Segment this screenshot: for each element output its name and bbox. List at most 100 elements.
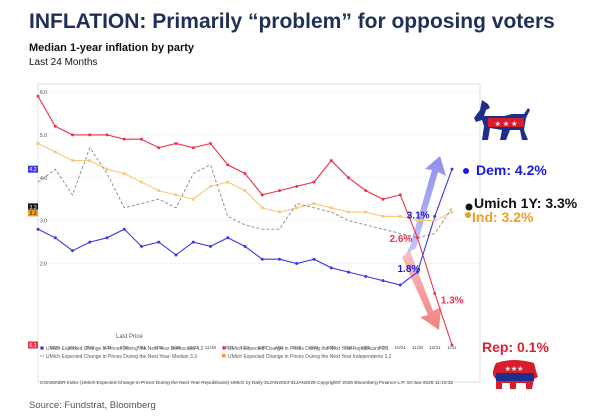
x-tick-label: 8/31 xyxy=(154,345,163,350)
svg-text:0.1: 0.1 xyxy=(29,343,36,349)
y-tick-label: 2.0 xyxy=(40,262,47,268)
x-tick-label: 2/28 xyxy=(51,345,60,350)
legend-item-rep: UMich Expected Change in Prices During t… xyxy=(222,346,389,352)
plot-area xyxy=(37,83,481,383)
data-point-ind xyxy=(157,189,161,193)
data-point-rep xyxy=(329,159,333,163)
y-tick-label: 6.0 xyxy=(40,90,47,96)
x-tick-label: 6/30 xyxy=(327,345,336,350)
chart-subtitle: Median 1-year inflation by party xyxy=(29,42,195,54)
data-point-rep xyxy=(278,189,281,193)
data-point-ind xyxy=(295,206,299,210)
x-tick-label: 8/31 xyxy=(361,345,370,350)
data-point-rep xyxy=(88,133,92,137)
data-point-rep xyxy=(140,137,143,141)
data-point-dem xyxy=(381,279,385,283)
data-point-ind xyxy=(36,142,40,145)
svg-text:3.2: 3.2 xyxy=(29,211,36,217)
data-point-dem xyxy=(88,240,92,244)
data-point-ind xyxy=(53,150,57,154)
data-point-dem xyxy=(174,253,178,257)
data-point-dem xyxy=(140,244,143,248)
x-tick-label: 9/30 xyxy=(379,345,388,350)
data-point-dem xyxy=(329,266,333,270)
data-point-dem xyxy=(260,257,264,261)
x-axis-ticks: 2/28 3/31 4/30 5/31 6/30 7/31 8/31 9/30 10/31 11/… xyxy=(51,345,457,350)
x-tick-label: 5/31 xyxy=(310,345,319,350)
data-point-rep xyxy=(243,171,247,175)
data-point-rep xyxy=(53,124,57,128)
data-point-ind xyxy=(329,206,333,210)
data-point-dem xyxy=(209,244,212,248)
point-value-label: 1.8% xyxy=(398,264,421,275)
data-point-rep xyxy=(433,292,437,296)
data-point-ind xyxy=(312,202,316,205)
data-point-rep xyxy=(416,236,419,240)
data-point-dem xyxy=(450,167,454,171)
data-point-dem xyxy=(226,236,230,240)
data-point-rep xyxy=(260,193,264,197)
data-point-ind xyxy=(105,167,109,171)
data-point-ind xyxy=(398,214,402,218)
y-tick-label: 5.0 xyxy=(40,133,47,139)
x-tick-label: 1/31 xyxy=(448,345,457,350)
series-points xyxy=(36,94,454,347)
data-point-ind xyxy=(122,172,126,175)
legend: Last Price UMich Expected Change in Pric… xyxy=(40,334,392,360)
svg-text:Umich 1Y: 3.3%: Umich 1Y: 3.3% xyxy=(474,195,578,211)
svg-text:Dem: 4.2%: Dem: 4.2% xyxy=(476,162,547,178)
data-point-ind xyxy=(450,210,454,214)
data-point-rep xyxy=(398,193,402,197)
point-value-label: 2.6% xyxy=(390,234,413,245)
data-point-ind xyxy=(416,219,419,223)
y-tick-label: 3.0 xyxy=(40,219,47,225)
data-point-rep xyxy=(174,141,178,145)
svg-text:4.2: 4.2 xyxy=(29,167,36,173)
x-tick-label: 12/31 xyxy=(222,345,234,350)
data-point-dem xyxy=(398,283,402,287)
bloomberg-footer: CONSINDR Index (UMich Expected Change in… xyxy=(40,379,454,386)
x-tick-label: 1/31 xyxy=(241,345,250,350)
up-trend-arrow xyxy=(406,156,446,254)
data-point-dem xyxy=(157,240,161,244)
svg-text:Rep: 0.1%: Rep: 0.1% xyxy=(482,339,549,355)
data-point-ind xyxy=(226,180,230,184)
svg-text:Ind: 3.2%: Ind: 3.2% xyxy=(472,209,534,225)
chart-period: Last 24 Months xyxy=(29,57,98,68)
svg-text:UMich Expected Change in Price: UMich Expected Change in Prices During t… xyxy=(46,354,197,360)
data-point-ind xyxy=(364,210,368,214)
data-point-dem xyxy=(105,236,109,240)
data-point-rep xyxy=(347,176,350,180)
data-point-dem xyxy=(278,257,281,261)
data-point-ind xyxy=(381,214,385,218)
data-point-rep xyxy=(209,141,212,145)
data-point-rep xyxy=(312,180,316,184)
x-tick-label: 4/30 xyxy=(85,345,94,350)
x-tick-label: 11/30 xyxy=(412,345,424,350)
democrat-donkey-icon: ★ ★ ★ xyxy=(474,100,530,140)
data-point-ind xyxy=(88,159,92,163)
svg-text:★★★: ★★★ xyxy=(505,365,524,373)
end-label-dem: Dem: 4.2% xyxy=(463,162,547,178)
x-tick-label: 3/31 xyxy=(68,345,77,350)
data-point-dem xyxy=(416,270,419,274)
data-point-ind xyxy=(174,193,178,197)
data-point-ind xyxy=(243,189,247,193)
data-point-dem xyxy=(191,240,195,244)
x-tick-label: 11/30 xyxy=(205,345,217,350)
point-value-label: 1.3% xyxy=(441,296,464,307)
data-point-rep xyxy=(295,184,299,188)
data-point-rep xyxy=(36,94,40,98)
data-point-ind xyxy=(433,219,437,223)
data-point-dem xyxy=(71,249,74,253)
svg-text:3.3: 3.3 xyxy=(29,205,36,211)
data-point-dem xyxy=(433,214,437,218)
inflation-chart: 2.0 3.0 4.0 5.0 6.0 2/28 3/31 4/30 5/31 6/30 7/31… xyxy=(28,83,578,389)
end-label-ind: Ind: 3.2% xyxy=(465,209,534,225)
legend-item-dem: UMich Expected Change in Prices During t… xyxy=(40,346,204,352)
data-point-rep xyxy=(157,146,161,150)
x-tick-label: 12/31 xyxy=(429,345,441,350)
data-point-rep xyxy=(122,137,126,141)
y-axis-ticks: 2.0 3.0 4.0 5.0 6.0 xyxy=(40,90,47,268)
data-point-ind xyxy=(260,206,264,210)
